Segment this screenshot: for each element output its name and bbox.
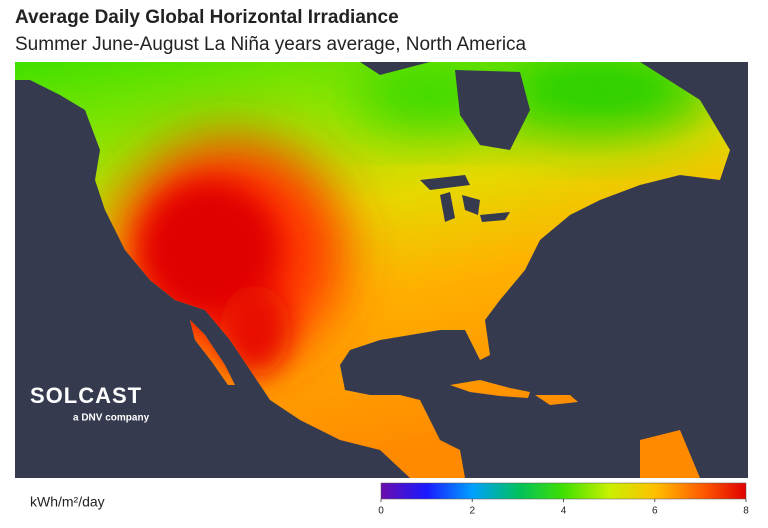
great-lakes (420, 175, 510, 222)
logo-tagline: a DNV company (73, 413, 150, 424)
colorbar-tick-label: 4 (561, 506, 567, 517)
colorbar-tick-label: 8 (743, 506, 749, 517)
legend-label: kWh/m²/day (30, 494, 105, 510)
colorbar-tick-label: 6 (652, 506, 658, 517)
colorbar: 0 2 4 6 8 (378, 482, 749, 517)
title: Average Daily Global Horizontal Irradian… (15, 7, 399, 28)
hudson-bay (455, 70, 530, 150)
subtitle: Summer June-August La Niña years average… (15, 34, 527, 55)
logo-name: SOLCAST (30, 383, 142, 408)
colorbar-tick-label: 0 (378, 506, 384, 517)
colorbar-tick-label: 2 (469, 506, 475, 517)
colorbar-scale (380, 482, 747, 500)
